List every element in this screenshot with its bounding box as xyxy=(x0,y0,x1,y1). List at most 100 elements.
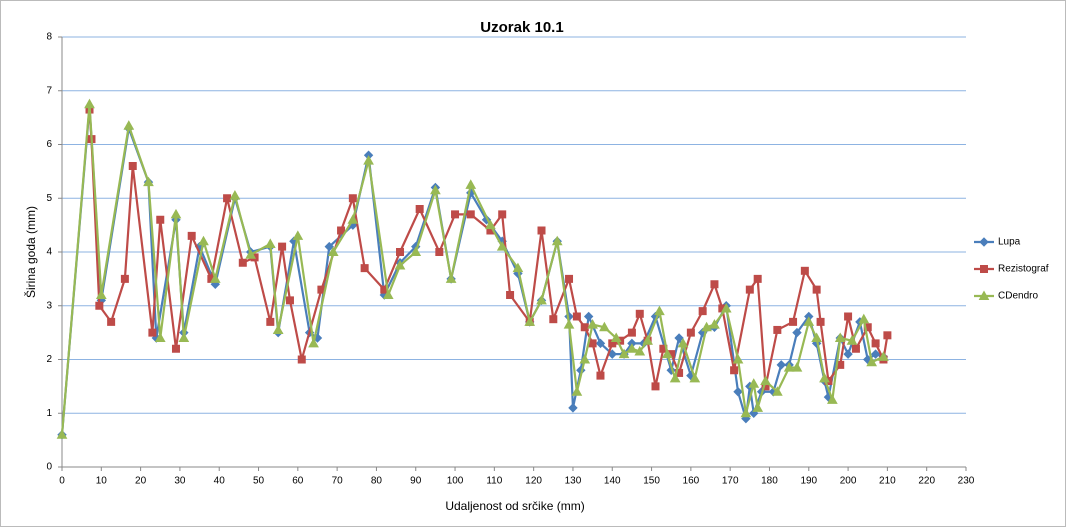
data-point xyxy=(651,382,660,391)
x-tick-label: 100 xyxy=(447,476,464,487)
data-point xyxy=(245,249,257,259)
data-point xyxy=(834,332,846,342)
data-point xyxy=(143,176,154,187)
y-axis-label: Širina goda (mm) xyxy=(23,206,38,298)
data-point xyxy=(720,302,732,313)
data-point xyxy=(730,366,739,375)
data-point xyxy=(583,311,594,322)
data-point xyxy=(229,190,241,200)
data-point xyxy=(549,315,558,324)
legend-marker xyxy=(979,237,989,247)
data-point xyxy=(156,215,165,224)
x-tick-label: 210 xyxy=(879,476,896,487)
data-point xyxy=(883,331,892,340)
data-point xyxy=(800,266,809,275)
data-point xyxy=(128,162,137,170)
data-point xyxy=(120,274,129,283)
x-tick-label: 160 xyxy=(683,476,700,487)
x-tick-label: 40 xyxy=(214,476,226,487)
y-tick-label: 4 xyxy=(46,247,52,258)
x-tick-label: 30 xyxy=(174,476,186,487)
legend-marker xyxy=(980,265,988,273)
data-point xyxy=(445,273,457,283)
data-point xyxy=(524,316,536,326)
data-point xyxy=(123,120,135,130)
chart-title: Uzorak 10.1 xyxy=(480,19,563,36)
data-point xyxy=(430,184,441,195)
data-point xyxy=(669,372,681,383)
data-point xyxy=(551,235,563,246)
data-point xyxy=(154,332,166,342)
data-point xyxy=(451,210,460,219)
legend-label: Lupa xyxy=(998,237,1021,248)
data-point xyxy=(701,321,712,332)
y-tick-label: 6 xyxy=(46,139,52,150)
data-point xyxy=(642,335,653,345)
data-point xyxy=(272,324,284,334)
data-point xyxy=(537,226,546,235)
data-point xyxy=(827,394,838,404)
x-tick-label: 190 xyxy=(800,476,817,487)
x-tick-label: 170 xyxy=(722,476,739,487)
y-tick-label: 8 xyxy=(46,32,52,43)
data-point xyxy=(327,246,339,256)
data-point xyxy=(512,262,524,273)
x-tick-label: 10 xyxy=(96,476,108,487)
data-point xyxy=(776,360,786,370)
x-tick-label: 50 xyxy=(253,476,265,487)
data-point xyxy=(819,372,830,383)
data-point xyxy=(816,317,825,326)
y-tick-label: 1 xyxy=(46,408,52,419)
data-point xyxy=(481,215,492,225)
data-point xyxy=(791,362,803,372)
data-point xyxy=(851,344,860,353)
data-point xyxy=(610,332,622,342)
data-point xyxy=(627,328,636,337)
data-point xyxy=(285,296,294,305)
data-point xyxy=(506,291,515,299)
y-tick-label: 5 xyxy=(46,193,52,204)
data-point xyxy=(587,319,598,329)
x-tick-label: 0 xyxy=(59,476,65,487)
x-tick-label: 180 xyxy=(761,476,778,487)
data-point xyxy=(789,317,798,326)
data-point xyxy=(209,273,221,283)
data-point xyxy=(753,274,762,283)
data-point xyxy=(654,305,665,316)
data-point xyxy=(170,208,182,219)
x-tick-label: 220 xyxy=(918,476,935,487)
data-point xyxy=(748,378,760,388)
data-point xyxy=(410,246,422,256)
data-point xyxy=(563,319,575,329)
data-point xyxy=(689,372,701,383)
x-tick-label: 140 xyxy=(604,476,621,487)
legend-marker xyxy=(978,290,990,300)
legend-label: CDendro xyxy=(998,291,1038,302)
data-point xyxy=(686,328,695,337)
data-point xyxy=(773,325,782,334)
data-point xyxy=(596,371,605,380)
data-point xyxy=(571,386,583,396)
data-point xyxy=(580,323,589,332)
x-axis-label: Udaljenost od srčike (mm) xyxy=(445,499,584,513)
data-point xyxy=(732,353,744,364)
data-point xyxy=(812,285,821,294)
data-point xyxy=(264,238,276,248)
data-point xyxy=(846,335,858,345)
y-tick-label: 2 xyxy=(46,354,52,365)
data-point xyxy=(599,321,610,332)
data-point xyxy=(348,194,357,203)
y-tick-label: 7 xyxy=(46,85,52,96)
data-point xyxy=(752,402,764,412)
data-point xyxy=(858,313,870,324)
data-point xyxy=(635,309,644,318)
x-tick-label: 90 xyxy=(410,476,422,487)
data-point xyxy=(843,349,853,359)
data-point xyxy=(870,349,881,359)
data-point xyxy=(347,214,359,224)
data-point xyxy=(740,407,752,418)
data-point xyxy=(878,351,889,361)
data-point xyxy=(866,356,878,367)
